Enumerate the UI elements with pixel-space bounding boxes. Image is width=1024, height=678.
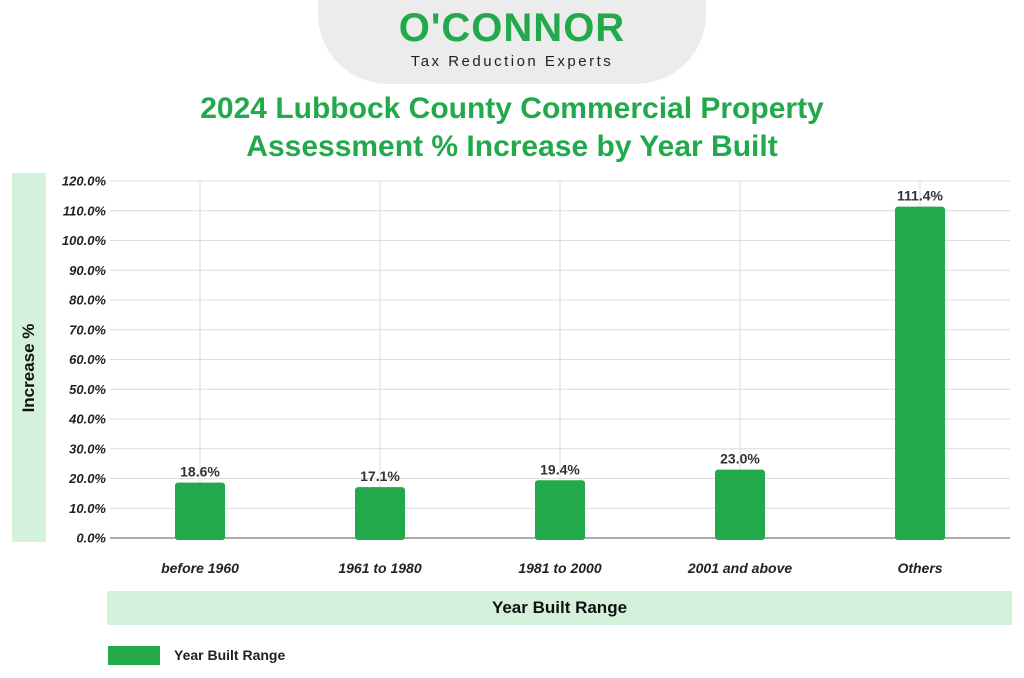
legend-label: Year Built Range — [174, 647, 286, 663]
bar — [175, 482, 225, 540]
y-tick-label: 60.0% — [69, 352, 106, 367]
y-tick-label: 50.0% — [69, 382, 106, 397]
data-label: 17.1% — [360, 468, 400, 484]
y-tick-label: 120.0% — [62, 174, 107, 189]
x-tick-label: 1961 to 1980 — [338, 560, 421, 576]
x-tick-label: 1981 to 2000 — [518, 560, 601, 576]
y-tick-label: 110.0% — [63, 203, 107, 218]
data-label: 19.4% — [540, 461, 580, 477]
x-tick-label: 2001 and above — [687, 560, 792, 576]
x-axis-label: Year Built Range — [107, 591, 1012, 625]
y-tick-label: 0.0% — [76, 531, 106, 546]
bar — [895, 206, 945, 540]
y-tick-label: 70.0% — [69, 322, 106, 337]
chart-title-line-2: Assessment % Increase by Year Built — [246, 130, 778, 163]
x-tick-label: before 1960 — [161, 560, 239, 576]
y-tick-label: 40.0% — [68, 412, 106, 427]
y-tick-label: 20.0% — [68, 471, 106, 486]
y-tick-label: 80.0% — [69, 293, 106, 308]
logo-header: O'CONNOR Tax Reduction Experts — [318, 0, 706, 84]
data-label: 23.0% — [720, 451, 760, 467]
chart-title: 2024 Lubbock County Commercial Property … — [100, 90, 924, 166]
y-tick-label: 90.0% — [69, 263, 106, 278]
data-label: 18.6% — [180, 464, 220, 480]
y-tick-label: 10.0% — [69, 501, 106, 516]
y-tick-label: 100.0% — [62, 233, 107, 248]
x-tick-label: Others — [897, 560, 942, 576]
y-tick-label: 30.0% — [69, 441, 106, 456]
y-axis-label-band — [12, 173, 46, 542]
data-label: 111.4% — [897, 188, 943, 204]
brand-tagline: Tax Reduction Experts — [410, 53, 614, 70]
legend: Year Built Range — [108, 645, 285, 665]
bar — [535, 480, 585, 540]
brand-logo: O'CONNOR — [398, 6, 626, 50]
bar — [355, 487, 405, 540]
chart-title-line-1: 2024 Lubbock County Commercial Property — [200, 92, 824, 125]
bar — [715, 469, 765, 540]
legend-swatch — [108, 645, 160, 665]
